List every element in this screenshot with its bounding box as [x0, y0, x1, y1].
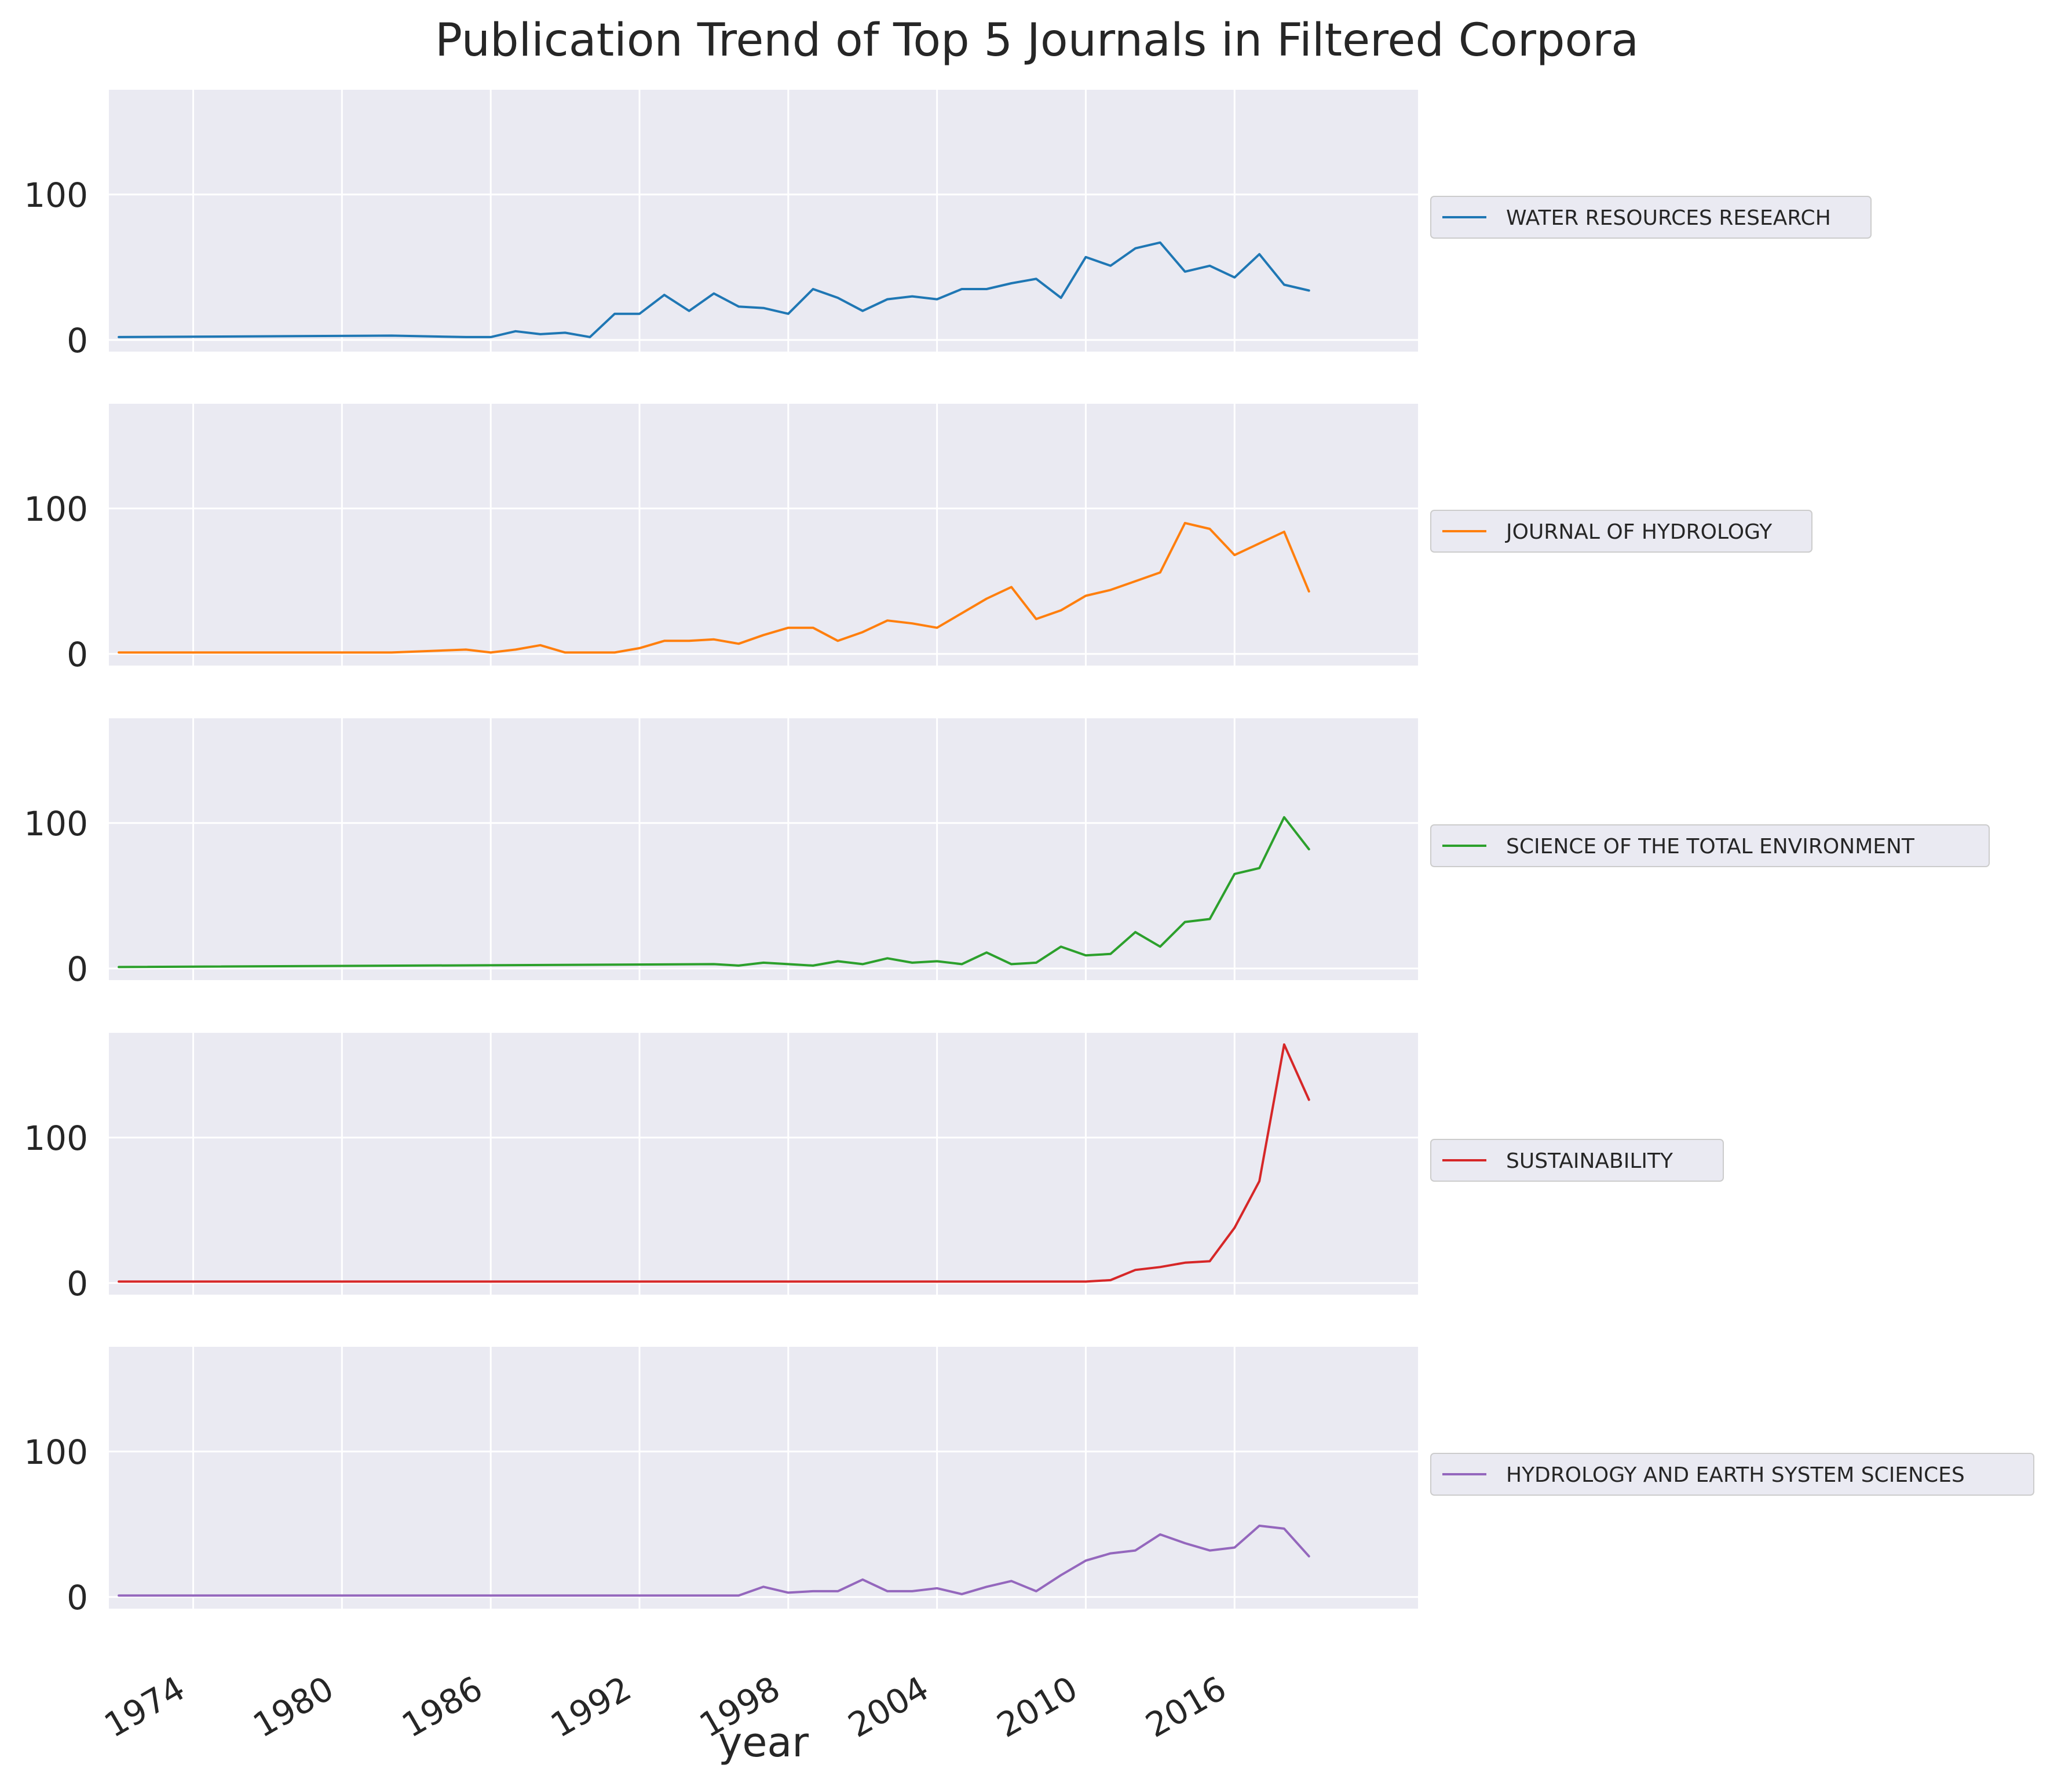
subplot-panel: 0 100 SUSTAINABILITY: [24, 1033, 1724, 1303]
series-line: [118, 816, 1310, 969]
y-tick-label: 0: [67, 321, 88, 360]
legend-box: [1430, 510, 1812, 553]
legend: SCIENCE OF THE TOTAL ENVIRONMENT: [1430, 824, 1990, 867]
legend-entry: SUSTAINABILITY: [1506, 1149, 1673, 1173]
subplot-panel: 0 100 SCIENCE OF THE TOTAL ENVIRONMENT: [24, 718, 1990, 989]
y-tick-label: 0: [67, 635, 88, 674]
y-tick-label: 100: [24, 489, 88, 529]
y-tick-label: 100: [24, 1433, 88, 1472]
series-line: [118, 521, 1310, 654]
subplot-panel: 0 100 JOURNAL OF HYDROLOGY: [24, 404, 1812, 674]
legend-box: [1430, 824, 1990, 867]
plot-area: [109, 1033, 1418, 1295]
chart-title: Publication Trend of Top 5 Journals in F…: [435, 14, 1639, 67]
legend: HYDROLOGY AND EARTH SYSTEM SCIENCES: [1430, 1453, 2034, 1496]
plot-area: [109, 404, 1418, 666]
legend-entry: JOURNAL OF HYDROLOGY: [1505, 520, 1773, 544]
series-line: [118, 241, 1310, 338]
plot-area: [109, 90, 1418, 352]
subplot-panel: 0 100 HYDROLOGY AND EARTH SYSTEM SCIENCES: [24, 1347, 2034, 1617]
legend-box: [1430, 196, 1872, 239]
y-tick-label: 0: [67, 949, 88, 989]
plot-area: [109, 718, 1418, 980]
legend-entry: WATER RESOURCES RESEARCH: [1506, 206, 1831, 230]
subplot-panels: 0 100 WATER RESOURCES RESEARCH 0 100 JOURNAL …: [24, 90, 2034, 1617]
legend-entry: HYDROLOGY AND EARTH SYSTEM SCIENCES: [1506, 1463, 1965, 1487]
legend-box: [1430, 1453, 2034, 1496]
x-axis-label: year: [718, 1719, 809, 1766]
series-line: [118, 1524, 1310, 1597]
legend: JOURNAL OF HYDROLOGY: [1430, 510, 1812, 553]
y-tick-label: 0: [67, 1578, 88, 1617]
subplot-panel: 0 100 WATER RESOURCES RESEARCH: [24, 90, 1872, 360]
y-tick-label: 100: [24, 1119, 88, 1158]
legend: WATER RESOURCES RESEARCH: [1430, 196, 1872, 239]
legend-box: [1430, 1139, 1724, 1182]
legend: SUSTAINABILITY: [1430, 1139, 1724, 1182]
legend-entry: SCIENCE OF THE TOTAL ENVIRONMENT: [1506, 835, 1915, 858]
y-tick-label: 100: [24, 176, 88, 215]
y-tick-label: 0: [67, 1264, 88, 1303]
y-tick-label: 100: [24, 804, 88, 843]
plot-area: [109, 1347, 1418, 1609]
series-line: [118, 1043, 1310, 1283]
